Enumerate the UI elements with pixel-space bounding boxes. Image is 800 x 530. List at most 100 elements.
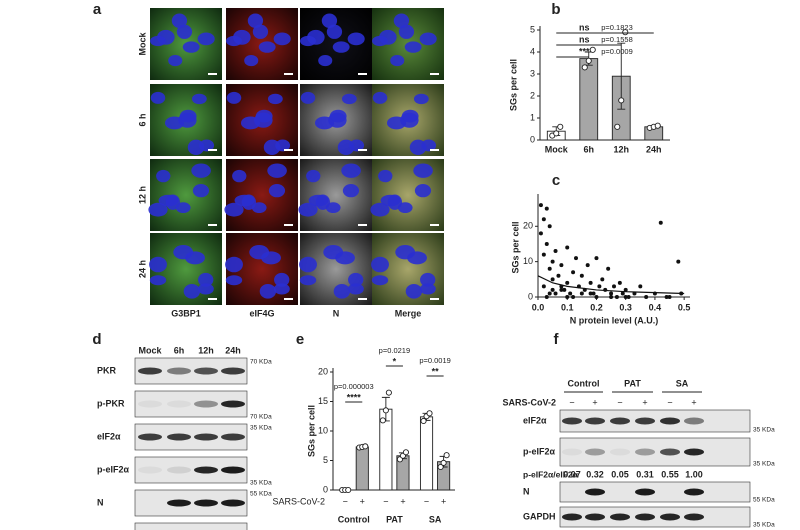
protein-label: GAPDH (97, 528, 130, 530)
blot-band (167, 499, 191, 507)
data-point (571, 295, 576, 299)
nucleus (273, 32, 291, 46)
size-label: 70 KDa (250, 414, 272, 421)
nucleus (252, 24, 269, 39)
p-value: p=0.0019 (419, 356, 451, 365)
nucleus (251, 202, 267, 214)
data-point (550, 287, 555, 292)
nucleus (300, 91, 316, 104)
nucleus (273, 283, 290, 295)
micrograph (300, 159, 372, 231)
significance: **** (347, 392, 362, 402)
nucleus (298, 202, 318, 217)
data-point (574, 256, 578, 261)
protein-label: GAPDH (523, 511, 556, 521)
data-point (541, 252, 546, 257)
data-point (591, 291, 596, 296)
blot-band (684, 448, 704, 456)
blot-band (635, 417, 655, 425)
nucleus (267, 163, 287, 178)
ratio-value: 0.31 (636, 469, 654, 479)
data-point (638, 284, 643, 289)
significance: ns (579, 34, 590, 44)
bar (579, 58, 599, 141)
row-label: 6 h (137, 113, 147, 126)
treatment-mark: − (667, 397, 672, 407)
nucleus (274, 272, 290, 287)
treatment-mark: − (569, 397, 574, 407)
data-point (667, 295, 672, 299)
blot-band (562, 513, 582, 521)
blot-band (660, 448, 680, 456)
blot-band (194, 400, 218, 408)
y-tick-label: 4 (530, 46, 535, 56)
nucleus (390, 55, 405, 67)
y-axis-label: SGs per cell (508, 59, 518, 111)
blot-band (221, 466, 245, 474)
nucleus (341, 93, 357, 105)
error-bar (381, 396, 390, 422)
data-point (588, 280, 593, 285)
y-tick-label: 10 (318, 425, 328, 435)
p-value: p=0.000003 (334, 382, 374, 391)
significance: * (393, 356, 397, 366)
y-tick-label: 5 (530, 24, 535, 34)
nucleus (306, 169, 321, 183)
treatment-mark: − (343, 496, 348, 506)
blot-band (221, 433, 245, 441)
data-point (618, 97, 625, 104)
data-point (609, 291, 614, 296)
panel-label: f (554, 331, 560, 348)
treatment-mark: + (441, 496, 446, 506)
nucleus (226, 91, 242, 104)
micrograph (150, 159, 222, 231)
channel-label: Merge (395, 308, 422, 318)
x-tick-label: 0.4 (649, 302, 662, 312)
data-point (559, 263, 564, 268)
ratio-value: 0.55 (661, 469, 679, 479)
data-point (565, 295, 570, 299)
data-point (614, 295, 619, 299)
blot-band (194, 466, 218, 474)
data-point (654, 122, 661, 129)
nucleus (371, 275, 389, 286)
nucleus (244, 55, 259, 67)
bar (419, 416, 434, 491)
significance: ns (579, 22, 590, 32)
nucleus (150, 91, 166, 104)
treatment-mark: + (642, 397, 647, 407)
data-point (556, 273, 561, 278)
error-bar (584, 51, 593, 66)
nucleus (397, 202, 413, 214)
data-point (547, 266, 552, 271)
data-point (565, 245, 570, 250)
ratio-value: 1.00 (685, 469, 703, 479)
nucleus (258, 41, 276, 53)
nucleus (413, 93, 429, 105)
nucleus (307, 29, 325, 45)
data-point (676, 259, 681, 264)
blot-band (194, 367, 218, 375)
panel-label: b (551, 1, 560, 18)
blot-band (167, 367, 191, 375)
nucleus (149, 256, 167, 273)
nucleus (225, 256, 243, 273)
data-point (541, 217, 546, 222)
blot-band (221, 499, 245, 507)
nucleus (414, 184, 432, 198)
x-axis-label: N protein level (A.U.) (570, 315, 659, 325)
y-axis-label: SGs per cell (306, 405, 316, 457)
nucleus (393, 13, 410, 28)
data-point (553, 249, 558, 254)
data-point (426, 410, 433, 417)
nucleus (372, 91, 388, 104)
nucleus (370, 202, 390, 217)
blot-band (167, 433, 191, 441)
nucleus (419, 283, 436, 295)
x-tick-label: 0.5 (678, 302, 691, 312)
data-point (571, 270, 576, 275)
nucleus (420, 272, 436, 287)
nucleus (348, 272, 364, 287)
nucleus (337, 139, 355, 156)
error-bar (439, 455, 448, 468)
